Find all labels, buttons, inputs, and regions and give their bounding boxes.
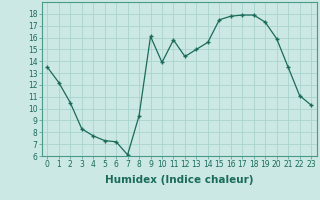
X-axis label: Humidex (Indice chaleur): Humidex (Indice chaleur) bbox=[105, 175, 253, 185]
